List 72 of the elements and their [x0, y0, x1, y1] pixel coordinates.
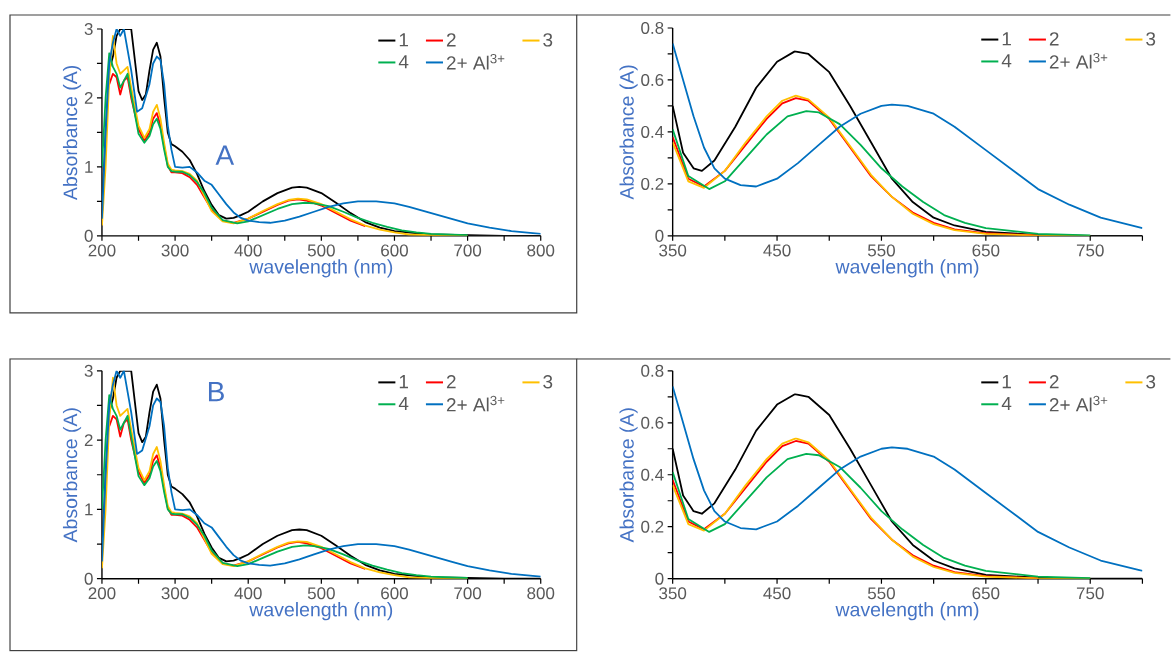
legend-label: 3 [1146, 32, 1156, 46]
x-tick-label: 200 [88, 587, 116, 600]
x-tick-label: 500 [307, 244, 335, 257]
y-tick-label: 0.2 [641, 178, 664, 191]
legend-label: 4 [398, 55, 409, 69]
x-tick-label: 650 [972, 587, 1000, 600]
annotation: B [208, 382, 224, 402]
y-tick-label: 0.8 [641, 22, 664, 35]
y-axis-title: Absorbance (A) [619, 408, 638, 543]
x-tick-label: 650 [972, 244, 1000, 257]
x-tick-label: 300 [161, 587, 189, 600]
x-axis-title: wavelength (nm) [835, 259, 979, 278]
x-tick-label: 600 [381, 587, 408, 600]
x-tick-label: 400 [234, 587, 262, 600]
y-tick-label: 2 [84, 434, 93, 447]
x-tick-label: 350 [659, 244, 687, 257]
x-tick-label: 800 [527, 244, 555, 257]
x-tick-label: 700 [454, 244, 482, 257]
y-axis-title: Absorbance (A) [62, 66, 82, 201]
annotation: A [215, 145, 235, 165]
y-axis-title: Absorbance (A) [62, 408, 82, 543]
x-tick-label: 500 [307, 587, 335, 600]
y-axis-title: Absorbance (A) [619, 65, 638, 200]
y-tick-label: 3 [84, 23, 93, 36]
x-tick-label: 600 [381, 244, 408, 257]
legend-label: 2 [446, 33, 456, 47]
y-tick-label: 2 [84, 92, 93, 105]
x-tick-label: 400 [234, 244, 262, 257]
legend-label: 2+ Al$^{3+}$ [1049, 53, 1108, 69]
x-tick-label: 550 [867, 587, 895, 600]
y-tick-label: 0 [655, 572, 664, 585]
y-tick-label: 0 [655, 230, 664, 243]
legend-label: 2+ Al$^{3+}$ [446, 54, 505, 70]
y-tick-label: 1 [85, 161, 93, 173]
legend-label: 1 [399, 375, 408, 389]
legend-label: 4 [1001, 54, 1012, 68]
x-tick-label: 550 [867, 244, 895, 257]
x-tick-label: 350 [659, 587, 687, 600]
y-tick-label: 0.4 [641, 468, 664, 481]
legend-label: 1 [1002, 32, 1011, 46]
y-tick-label: 0.4 [641, 126, 664, 139]
legend-label: 2+ Al$^{3+}$ [446, 395, 505, 412]
legend-label: 2+ Al$^{3+}$ [1049, 395, 1108, 412]
legend-label: 2 [446, 375, 456, 389]
y-tick-label: 0 [84, 572, 93, 585]
y-tick-label: 0 [84, 230, 93, 243]
x-tick-label: 200 [88, 244, 116, 257]
legend-label: 4 [398, 397, 409, 411]
x-tick-label: 450 [763, 244, 791, 257]
y-tick-label: 3 [84, 364, 93, 377]
x-tick-label: 800 [527, 587, 555, 600]
x-axis-title: wavelength (nm) [249, 259, 393, 278]
x-tick-label: 700 [454, 587, 482, 600]
legend-label: 4 [1001, 397, 1012, 411]
legend-label: 2 [1049, 32, 1059, 46]
x-tick-label: 750 [1076, 587, 1104, 600]
legend-label: 2 [1049, 375, 1059, 389]
legend-label: 1 [399, 33, 408, 47]
x-axis-title: wavelength (nm) [249, 602, 393, 621]
x-tick-label: 750 [1076, 244, 1104, 257]
legend-label: 3 [543, 33, 553, 47]
legend-label: 3 [543, 375, 553, 389]
y-tick-label: 1 [85, 503, 93, 516]
x-axis-title: wavelength (nm) [835, 602, 979, 621]
y-tick-label: 0.6 [641, 74, 664, 87]
y-tick-label: 0.2 [641, 520, 664, 533]
y-tick-label: 0.8 [641, 364, 664, 377]
x-tick-label: 300 [161, 244, 189, 257]
y-tick-label: 0.6 [641, 416, 664, 429]
legend-label: 3 [1146, 375, 1156, 389]
legend-label: 1 [1002, 375, 1011, 389]
x-tick-label: 450 [763, 587, 791, 600]
